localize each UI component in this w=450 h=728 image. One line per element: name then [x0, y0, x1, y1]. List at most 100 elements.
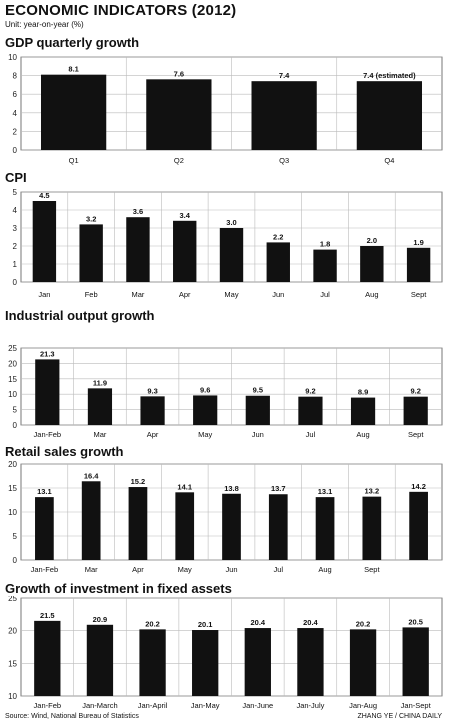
- data-label: 1.9: [413, 238, 423, 247]
- x-tick-label: Jul: [273, 565, 283, 574]
- y-tick-label: 20: [8, 460, 17, 469]
- bar: [140, 396, 165, 425]
- data-label: 9.5: [253, 386, 263, 395]
- bar: [315, 497, 335, 560]
- x-tick-label: Mar: [93, 430, 106, 439]
- y-tick-label: 15: [8, 375, 17, 384]
- x-tick-label: Jan-June: [242, 701, 273, 710]
- x-tick-label: Q4: [384, 156, 394, 165]
- y-tick-label: 20: [8, 627, 17, 636]
- y-tick-label: 10: [8, 508, 17, 517]
- bar: [81, 481, 101, 560]
- y-tick-label: 5: [13, 406, 18, 415]
- x-tick-label: Jan-Feb: [34, 701, 62, 710]
- industrial-output-chart-title: Industrial output growth: [5, 308, 155, 323]
- bar: [403, 396, 428, 425]
- data-label: 9.2: [305, 387, 315, 396]
- data-label: 7.4 (estimated): [363, 71, 416, 80]
- data-label: 13.1: [37, 487, 52, 496]
- x-tick-label: Sept: [408, 430, 424, 439]
- industrial-output-chart: 0 5 10 15 20 25 21.3 Jan-Feb 11.9 Mar 9.3 Apr 9.6 May…: [8, 344, 443, 439]
- gdp-chart: 0 2 4 6 8 10 8.1 Q1 7.6 Q2 7.4 Q3 7.4 (estimated) Q4: [8, 53, 443, 165]
- y-tick-label: 5: [13, 188, 18, 197]
- bar: [79, 224, 103, 282]
- bar: [356, 81, 423, 150]
- bar: [402, 627, 429, 696]
- y-tick-label: 10: [8, 390, 17, 399]
- x-tick-label: Jan: [38, 290, 50, 299]
- x-tick-label: Apr: [147, 430, 159, 439]
- y-tick-label: 2: [13, 127, 18, 136]
- bar: [362, 496, 382, 560]
- x-tick-label: Jan-Feb: [34, 430, 62, 439]
- y-tick-label: 1: [13, 260, 18, 269]
- bar: [175, 492, 195, 560]
- y-tick-label: 5: [13, 532, 18, 541]
- x-tick-label: Q3: [279, 156, 289, 165]
- data-label: 3.6: [133, 207, 143, 216]
- x-tick-label: Jun: [225, 565, 237, 574]
- bar: [192, 630, 219, 696]
- data-label: 13.7: [271, 484, 286, 493]
- data-label: 9.6: [200, 385, 210, 394]
- y-tick-label: 3: [13, 224, 18, 233]
- data-label: 20.4: [251, 618, 266, 627]
- y-tick-label: 8: [13, 72, 18, 81]
- x-tick-label: Apr: [132, 565, 144, 574]
- x-tick-label: May: [178, 565, 192, 574]
- data-label: 8.9: [358, 388, 368, 397]
- data-label: 3.0: [226, 218, 236, 227]
- bar: [350, 397, 376, 425]
- data-label: 7.6: [174, 69, 184, 78]
- bar: [266, 242, 290, 282]
- page-title: ECONOMIC INDICATORS (2012): [5, 2, 237, 19]
- fixed-assets-chart-title: Growth of investment in fixed assets: [5, 581, 232, 596]
- x-tick-label: Aug: [365, 290, 378, 299]
- bar: [406, 247, 431, 282]
- bar: [126, 217, 150, 282]
- y-tick-label: 15: [8, 659, 17, 668]
- bar: [313, 249, 337, 282]
- data-label: 3.4: [180, 211, 191, 220]
- fixed-assets-chart: 10 15 20 25 21.5 Jan-Feb 20.9 Jan-March 20.2 Jan-…: [8, 596, 443, 710]
- source-note: Source: Wind, National Bureau of Statist…: [5, 713, 139, 720]
- bar: [298, 396, 323, 425]
- x-tick-label: Q2: [174, 156, 184, 165]
- data-label: 13.8: [224, 484, 239, 493]
- data-label: 15.2: [131, 477, 146, 486]
- bar: [86, 624, 114, 696]
- data-label: 13.2: [365, 487, 380, 496]
- y-tick-label: 25: [8, 344, 17, 353]
- y-tick-label: 0: [13, 278, 18, 287]
- data-label: 9.3: [147, 386, 157, 395]
- bar: [349, 629, 377, 696]
- y-tick-label: 25: [8, 596, 17, 603]
- bar: [222, 493, 241, 560]
- data-label: 13.1: [318, 487, 333, 496]
- y-tick-label: 4: [13, 109, 18, 118]
- y-tick-label: 10: [8, 692, 17, 701]
- data-label: 20.9: [93, 615, 108, 624]
- cpi-chart: 0 1 2 3 4 5 4.5 Jan 3.2 Feb 3.6 Mar 3.4 Apr 3.0 May 2.2 J…: [13, 188, 443, 299]
- bar: [245, 395, 270, 425]
- bar: [139, 629, 166, 696]
- data-label: 14.2: [411, 482, 426, 491]
- bar: [173, 220, 197, 282]
- bar: [32, 201, 57, 282]
- y-tick-label: 0: [13, 556, 18, 565]
- x-tick-label: Q1: [69, 156, 79, 165]
- x-tick-label: Jul: [306, 430, 316, 439]
- data-label: 20.2: [356, 619, 371, 628]
- data-label: 20.1: [198, 620, 213, 629]
- bar: [146, 79, 212, 150]
- x-tick-label: Jan-Sept: [401, 701, 432, 710]
- data-label: 16.4: [84, 471, 99, 480]
- retail-sales-chart: 0 5 10 15 20 13.1 Jan-Feb 16.4 Mar 15.2 Apr 14.1 May…: [8, 460, 443, 574]
- data-label: 21.5: [40, 611, 55, 620]
- data-label: 2.0: [367, 236, 377, 245]
- x-tick-label: Feb: [85, 290, 98, 299]
- x-tick-label: Jan-Feb: [31, 565, 59, 574]
- x-tick-label: Sept: [411, 290, 427, 299]
- bar: [34, 620, 61, 696]
- cpi-chart-title: CPI: [5, 170, 27, 185]
